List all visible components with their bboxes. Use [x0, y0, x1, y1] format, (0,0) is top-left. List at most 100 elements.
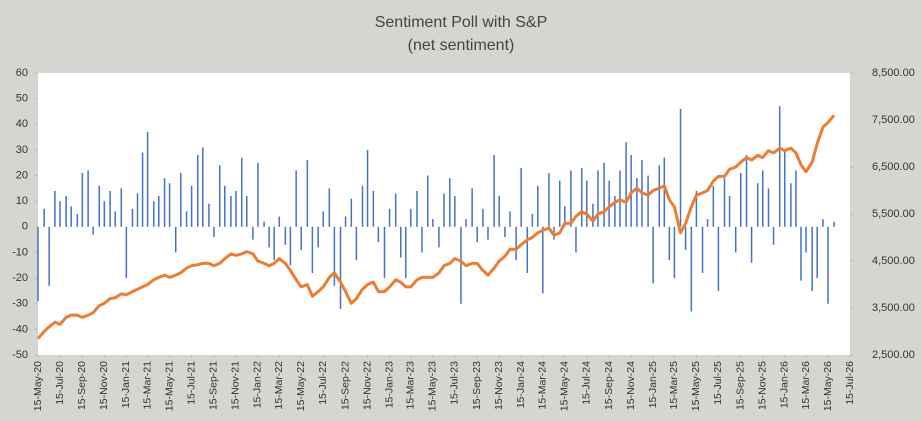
x-tick-label: 15-May-20	[32, 361, 44, 411]
x-tick-label: 15-Jan-21	[120, 361, 132, 408]
bar	[449, 178, 451, 227]
bar	[531, 214, 534, 227]
bar	[87, 170, 89, 227]
bar	[520, 167, 522, 227]
bar	[109, 190, 111, 227]
x-tick-label: 15-Nov-23	[493, 361, 505, 410]
bar	[548, 172, 550, 227]
bar	[493, 155, 495, 227]
bar	[580, 167, 583, 227]
x-tick-label: 15-Jan-23	[383, 361, 395, 408]
bar	[273, 226, 275, 261]
x-tick-label: 15-Sep-20	[76, 361, 88, 410]
y2-tick-label: 2,500.00	[872, 349, 915, 361]
y-tick-label: 0	[22, 221, 28, 233]
bar	[526, 226, 529, 273]
x-tick-label: 15-Nov-22	[361, 361, 373, 410]
x-tick-label: 15-Sep-25	[735, 361, 747, 410]
bar	[608, 180, 610, 227]
bar	[827, 226, 829, 304]
bar	[575, 226, 577, 253]
bar	[284, 226, 287, 245]
bar	[377, 226, 380, 243]
bar	[174, 226, 177, 253]
x-tick-label: 15-Nov-24	[625, 361, 637, 410]
bar	[141, 152, 144, 227]
bar	[739, 172, 742, 227]
bar	[772, 226, 775, 245]
x-tick-label: 15-Nov-25	[757, 361, 769, 410]
x-tick-label: 15-Mar-25	[668, 361, 680, 410]
bar	[98, 185, 101, 227]
bar	[504, 226, 506, 238]
x-tick-label: 15-Jul-24	[581, 361, 593, 405]
bar	[131, 208, 134, 227]
bar	[592, 203, 594, 227]
x-tick-label: 15-Mar-22	[273, 361, 285, 410]
bar	[311, 226, 314, 273]
bar	[658, 165, 661, 227]
bar	[246, 196, 248, 227]
bar	[230, 196, 232, 227]
bar	[756, 183, 759, 227]
bar	[706, 219, 709, 227]
bar	[114, 211, 116, 227]
bar	[70, 206, 72, 227]
bar	[289, 226, 292, 266]
bar	[542, 226, 544, 294]
bar	[399, 226, 402, 258]
bar	[625, 142, 627, 227]
bar	[767, 188, 770, 227]
x-tick-label: 15-Jan-26	[779, 361, 791, 408]
chart-title: Sentiment Poll with S&P	[375, 14, 548, 31]
x-tick-label: 15-Mar-24	[537, 361, 549, 410]
bar	[394, 193, 397, 227]
bar	[48, 226, 50, 286]
bar	[252, 226, 254, 240]
bar	[224, 185, 226, 227]
x-tick-label: 15-May-21	[163, 361, 175, 411]
bar	[416, 190, 418, 227]
x-tick-label: 15-Nov-20	[98, 361, 110, 410]
bar	[168, 183, 171, 227]
bar	[421, 226, 423, 253]
bar	[822, 219, 824, 227]
bar	[185, 211, 188, 227]
bar	[158, 196, 160, 227]
bar	[388, 208, 391, 227]
x-tick-label: 15-May-25	[690, 361, 702, 411]
bar	[734, 226, 737, 253]
x-tick-label: 15-Sep-24	[603, 361, 615, 410]
line	[36, 114, 836, 340]
bar	[213, 226, 215, 238]
y-tick-label: 30	[16, 144, 28, 156]
bar	[405, 226, 407, 279]
bar	[344, 216, 347, 227]
x-tick-label: 15-May-22	[295, 361, 307, 411]
bar	[163, 178, 166, 227]
y-tick-label: 60	[16, 67, 28, 79]
bar	[515, 226, 517, 261]
bar	[745, 155, 748, 227]
bar	[723, 178, 726, 227]
y2-tick-label: 8,500.00	[872, 67, 915, 79]
bar	[295, 170, 297, 227]
bar	[668, 226, 671, 261]
bar	[76, 214, 79, 227]
bar	[59, 201, 61, 227]
bar	[103, 201, 106, 227]
bar	[636, 178, 638, 227]
bar	[701, 226, 704, 273]
bar	[673, 226, 676, 279]
bar	[487, 226, 489, 240]
bar	[190, 185, 193, 227]
bar	[728, 196, 731, 227]
bar	[92, 226, 94, 235]
bar	[427, 175, 429, 227]
bar	[432, 219, 434, 227]
bar	[536, 185, 539, 227]
x-tick-label: 15-Jan-22	[252, 361, 264, 408]
bar	[317, 226, 319, 248]
